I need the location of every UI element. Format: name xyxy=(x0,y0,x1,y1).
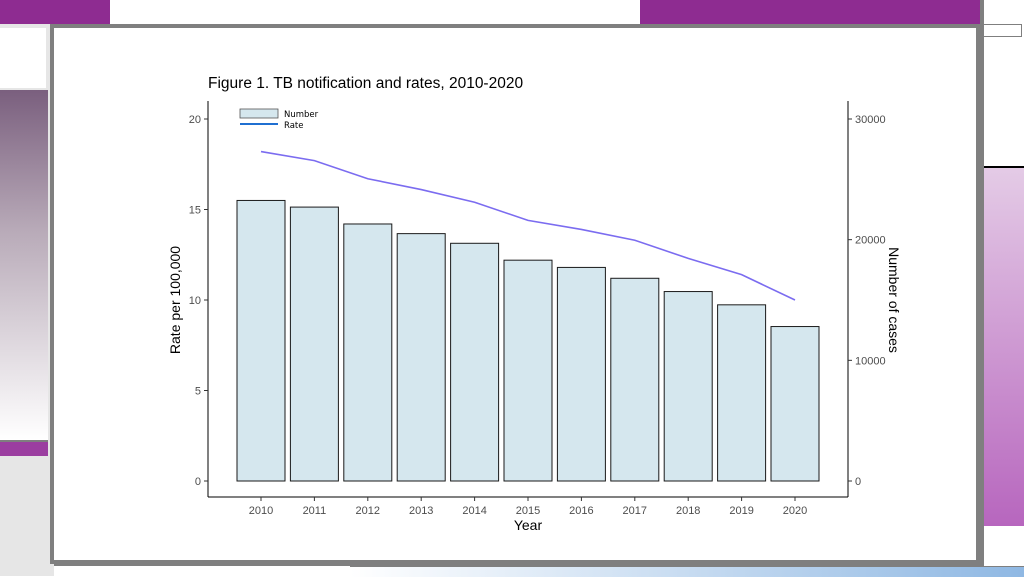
x-tick-label-2020: 2020 xyxy=(783,505,807,517)
y-tick-label-right: 10000 xyxy=(855,355,886,367)
bar-2017 xyxy=(611,278,659,481)
x-tick-label-2010: 2010 xyxy=(249,505,273,517)
bar-2013 xyxy=(397,234,445,481)
y-tick-label-left: 10 xyxy=(189,295,201,307)
legend-number-swatch xyxy=(240,109,278,118)
y-tick-label-left: 5 xyxy=(195,386,201,398)
legend-rate-label: Rate xyxy=(284,121,304,131)
x-tick-label-2016: 2016 xyxy=(569,505,593,517)
bar-2012 xyxy=(344,224,392,481)
x-tick-label-2014: 2014 xyxy=(462,505,486,517)
bar-2018 xyxy=(664,292,712,481)
x-axis-title: Year xyxy=(514,517,543,533)
x-tick-label-2015: 2015 xyxy=(516,505,540,517)
y-tick-label-left: 0 xyxy=(195,476,201,488)
x-tick-label-2019: 2019 xyxy=(729,505,753,517)
bar-2019 xyxy=(718,305,766,481)
x-tick-label-2013: 2013 xyxy=(409,505,433,517)
x-tick-label-2012: 2012 xyxy=(356,505,380,517)
bar-2010 xyxy=(237,200,285,481)
y-axis-title-left: Rate per 100,000 xyxy=(167,246,183,354)
x-tick-label-2011: 2011 xyxy=(303,505,327,517)
y-tick-label-right: 30000 xyxy=(855,114,886,126)
bar-2011 xyxy=(290,207,338,481)
y-tick-label-right: 0 xyxy=(855,476,861,488)
x-tick-label-2017: 2017 xyxy=(623,505,647,517)
x-tick-label-2018: 2018 xyxy=(676,505,700,517)
bar-2014 xyxy=(451,243,499,481)
bar-2020 xyxy=(771,327,819,481)
y-tick-label-right: 20000 xyxy=(855,235,886,247)
y-tick-label-left: 15 xyxy=(189,205,201,217)
bar-2016 xyxy=(557,267,605,481)
legend-number-label: Number xyxy=(284,110,319,120)
y-tick-label-left: 20 xyxy=(189,114,201,126)
bar-2015 xyxy=(504,260,552,481)
bar-series xyxy=(237,200,819,481)
y-axis-title-right: Number of cases xyxy=(886,247,902,353)
